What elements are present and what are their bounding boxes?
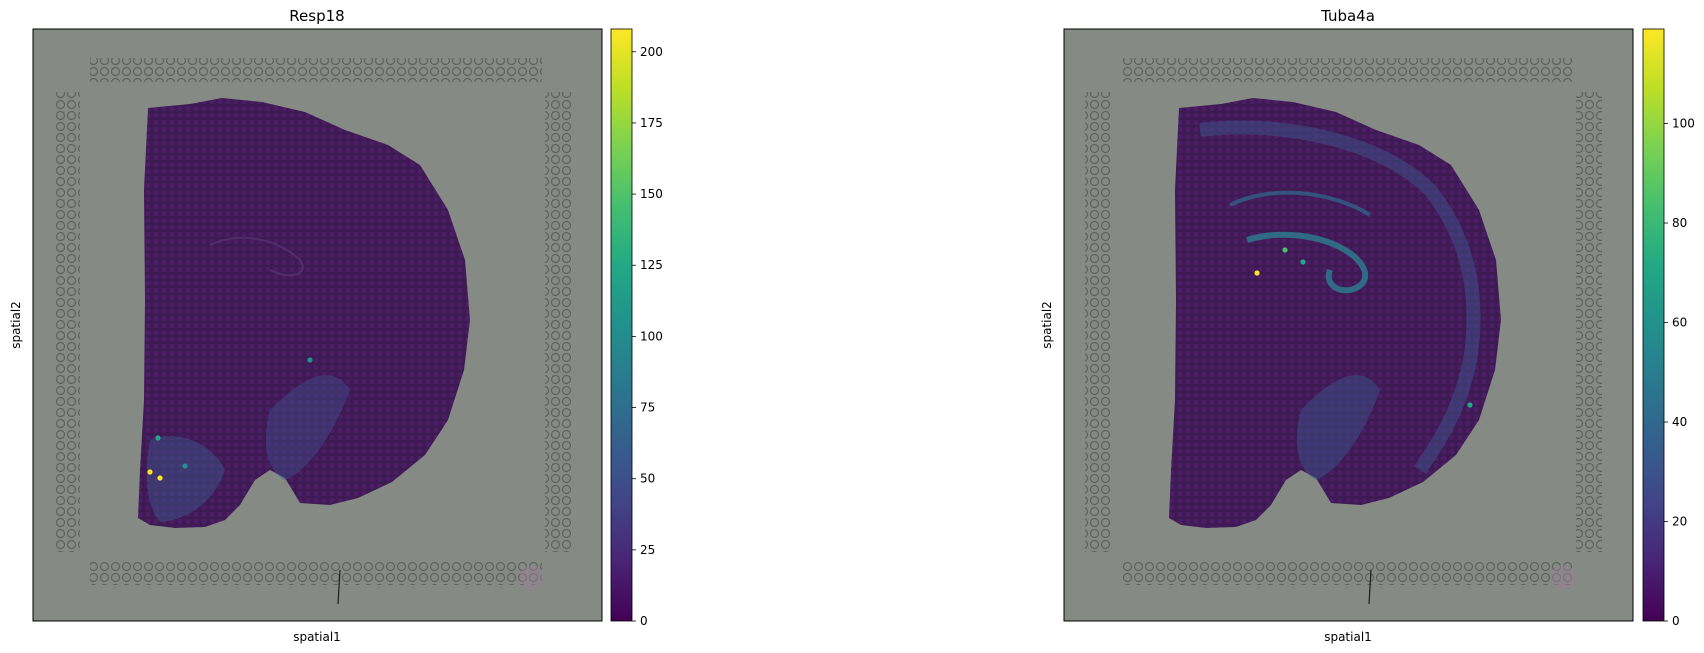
colorbar-tick-label: 20 — [1672, 515, 1687, 529]
tissue-stain-spot — [1551, 565, 1575, 589]
fiducial-spots-top — [1121, 58, 1573, 82]
colorbar-tick-label: 25 — [640, 543, 655, 557]
tissue-scratch — [337, 569, 341, 605]
colorbar-tick-label: 100 — [1672, 117, 1695, 131]
hotspot-point — [307, 357, 313, 363]
panel-title: Tuba4a — [1320, 7, 1375, 25]
colorbar-tick-label: 40 — [1672, 415, 1687, 429]
hotspot-layer — [1254, 247, 1473, 408]
tissue-scratch — [1368, 569, 1372, 605]
hotspot-point — [1254, 270, 1260, 276]
fiducial-spots-left — [1085, 92, 1111, 552]
colorbar-tick-label: 150 — [640, 187, 663, 201]
plot-frame — [32, 28, 603, 622]
y-axis-label: spatial2 — [9, 301, 23, 349]
fiducial-spots-right — [545, 92, 571, 552]
colorbar-tick-label: 80 — [1672, 216, 1687, 230]
tissue-lower-lobe — [147, 436, 225, 522]
tissue-hippocampus-upper — [1229, 190, 1372, 217]
colorbar-tick-label: 75 — [640, 401, 655, 415]
panel-title: Resp18 — [289, 7, 344, 25]
tissue-layer-hint — [209, 236, 304, 277]
panel-tuba4a: Tuba4a spatial1 spatial2 0 20 40 60 80 100 — [1040, 7, 1695, 644]
colorbar-tick-label: 50 — [640, 472, 655, 486]
tissue-ventral-band — [265, 375, 350, 480]
fiducial-spots-right — [1576, 92, 1602, 552]
hotspot-point — [147, 469, 153, 475]
colorbar-tick-label: 100 — [640, 329, 663, 343]
y-axis-label: spatial2 — [1040, 301, 1054, 349]
hotspot-point — [182, 463, 188, 469]
colorbar-tick-label: 60 — [1672, 316, 1687, 330]
colorbar-tick-label: 175 — [640, 116, 663, 130]
colorbar: 0 25 50 75 100 125 150 175 200 — [610, 28, 663, 628]
hotspot-layer — [147, 357, 313, 481]
colorbar-tick-label: 0 — [640, 614, 648, 628]
tissue-ventral-band — [1296, 375, 1380, 480]
fiducial-spots-left — [54, 92, 80, 552]
colorbar-tick-label: 125 — [640, 258, 663, 272]
x-axis-label: spatial1 — [1324, 630, 1372, 644]
tissue-spots — [138, 98, 470, 528]
colorbar-gradient — [1642, 28, 1665, 622]
hotspot-point — [1300, 259, 1306, 265]
fiducial-spots-top — [90, 58, 542, 82]
tissue-stain-spot — [520, 565, 544, 589]
colorbar-ticks: 0 25 50 75 100 125 150 175 200 — [632, 45, 663, 628]
x-axis-label: spatial1 — [293, 630, 341, 644]
colorbar: 0 20 40 60 80 100 — [1642, 28, 1695, 628]
colorbar-ticks: 0 20 40 60 80 100 — [1664, 117, 1695, 628]
hotspot-point — [1282, 247, 1288, 253]
tissue-hippocampus-arc — [1246, 231, 1369, 294]
colorbar-gradient — [610, 28, 633, 622]
hotspot-point — [155, 435, 161, 441]
panel-resp18: Resp18 spatial1 spatial2 0 25 50 75 100 125 15… — [9, 7, 663, 644]
fiducial-spots-bottom — [90, 561, 542, 585]
plot-frame — [1063, 28, 1634, 622]
hotspot-point — [1467, 402, 1473, 408]
tissue-cortex-layer — [1199, 120, 1481, 474]
hotspot-point — [157, 475, 163, 481]
colorbar-tick-label: 0 — [1672, 614, 1680, 628]
colorbar-tick-label: 200 — [640, 45, 663, 59]
tissue-spots — [1169, 98, 1501, 528]
fiducial-spots-bottom — [1121, 561, 1573, 585]
